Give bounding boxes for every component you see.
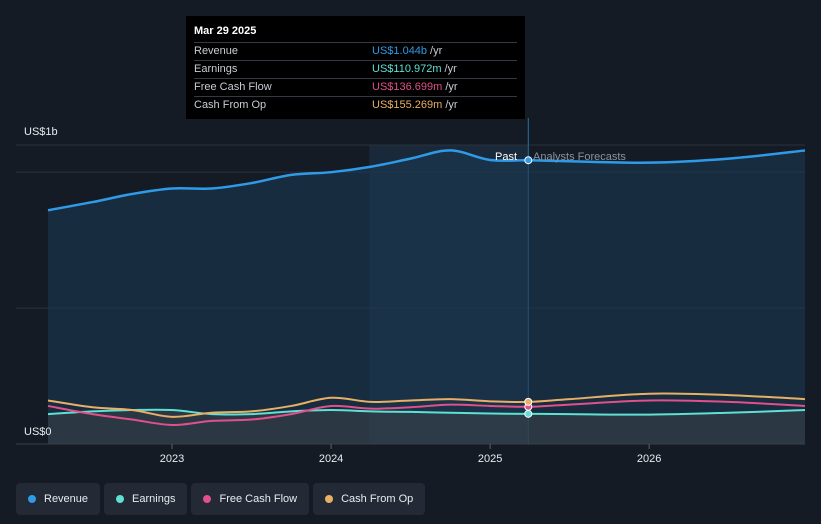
- x-tick-label: 2025: [478, 453, 502, 465]
- x-axis-ticks: 2023 2024 2025 2026: [160, 444, 661, 465]
- free-cash-flow-dot-icon: [203, 495, 212, 503]
- earnings-dot-icon: [116, 495, 125, 503]
- legend-item-cash-from-op[interactable]: Cash From Op: [313, 483, 426, 515]
- legend-label: Free Cash Flow: [219, 493, 298, 505]
- tooltip: Mar 29 2025 Revenue US$1.044b /yr Earnin…: [186, 16, 525, 119]
- legend-label: Cash From Op: [341, 493, 414, 505]
- legend-label: Earnings: [132, 493, 176, 505]
- tooltip-value: US$110.972m: [372, 63, 442, 75]
- tooltip-unit: /yr: [445, 81, 458, 93]
- revenue-dot-icon: [28, 495, 36, 503]
- cash-from-op-marker: [524, 397, 533, 406]
- earnings-line: [47, 408, 806, 416]
- y-axis-bottom-label: US$0: [24, 426, 52, 438]
- tooltip-unit: /yr: [430, 45, 443, 57]
- forecast-label: Analysts Forecasts: [533, 151, 626, 163]
- series-fills: [48, 150, 805, 444]
- y-axis-top-label: US$1b: [24, 126, 58, 138]
- past-label: Past: [495, 151, 517, 163]
- earnings-marker: [524, 409, 533, 418]
- series-lines: [47, 149, 806, 426]
- x-tick-label: 2023: [160, 453, 184, 465]
- tooltip-value: US$155.269m: [372, 99, 443, 111]
- revenue-area: [48, 150, 805, 444]
- tooltip-label: Earnings: [194, 63, 238, 75]
- legend-item-earnings[interactable]: Earnings: [104, 483, 188, 515]
- cash-from-op-dot-icon: [325, 495, 334, 503]
- revenue-line: [47, 149, 806, 212]
- series-markers: [524, 156, 533, 418]
- tooltip-unit: /yr: [445, 99, 458, 111]
- legend-item-free-cash-flow[interactable]: Free Cash Flow: [191, 483, 310, 515]
- legend: Revenue Earnings Free Cash Flow Cash Fro…: [16, 483, 426, 515]
- tooltip-value: US$136.699m: [372, 81, 443, 93]
- tooltip-label: Free Cash Flow: [194, 81, 272, 93]
- free-cash-flow-line: [47, 399, 806, 426]
- x-tick-label: 2026: [637, 453, 661, 465]
- tooltip-row-cash-from-op: Cash From Op US$155.269m /yr: [194, 96, 517, 114]
- cash-from-op-line: [47, 392, 806, 418]
- x-tick-label: 2024: [319, 453, 343, 465]
- tooltip-row-earnings: Earnings US$110.972m /yr: [194, 60, 517, 78]
- tooltip-label: Revenue: [194, 45, 239, 57]
- tooltip-row-free-cash-flow: Free Cash Flow US$136.699m /yr: [194, 78, 517, 96]
- legend-item-revenue[interactable]: Revenue: [16, 483, 101, 515]
- tooltip-label: Cash From Op: [194, 99, 267, 111]
- tooltip-date: Mar 29 2025: [194, 25, 257, 37]
- revenue-marker: [524, 156, 533, 165]
- tooltip-row-revenue: Revenue US$1.044b /yr: [194, 42, 517, 60]
- tooltip-unit: /yr: [444, 63, 457, 75]
- legend-label: Revenue: [44, 493, 89, 505]
- earnings-area: [48, 409, 805, 444]
- tooltip-value: US$1.044b: [372, 45, 428, 57]
